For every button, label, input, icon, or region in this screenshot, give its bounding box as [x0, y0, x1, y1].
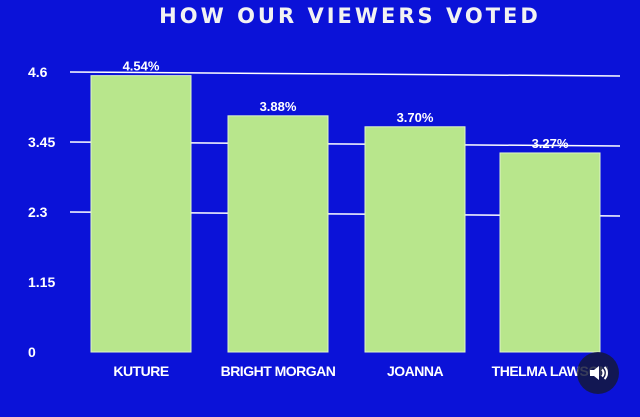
- data-label: 4.54%: [123, 59, 160, 74]
- y-tick-label: 2.3: [28, 204, 48, 220]
- bar-bright-morgan: [227, 115, 329, 353]
- y-tick-label: 0: [28, 344, 36, 360]
- bar-kuture: [90, 75, 192, 353]
- data-label: 3.27%: [532, 136, 569, 151]
- y-tick-label: 1.15: [28, 274, 55, 290]
- speaker-icon: [590, 366, 608, 380]
- x-tick-label: BRIGHT MORGAN: [221, 363, 336, 379]
- x-tick-label: KUTURE: [113, 363, 168, 379]
- data-label: 3.70%: [397, 110, 434, 125]
- bar-joanna: [364, 126, 466, 353]
- y-tick-label: 3.45: [28, 134, 55, 150]
- x-tick-label: JOANNA: [387, 363, 444, 379]
- gridline: [69, 71, 621, 77]
- bar-thelma-lawson: [499, 152, 601, 353]
- y-tick-label: 4.6: [28, 64, 48, 80]
- data-label: 3.88%: [260, 99, 297, 114]
- chart-title: HOW OUR VIEWERS VOTED: [159, 4, 541, 28]
- sound-toggle-button[interactable]: [577, 352, 619, 394]
